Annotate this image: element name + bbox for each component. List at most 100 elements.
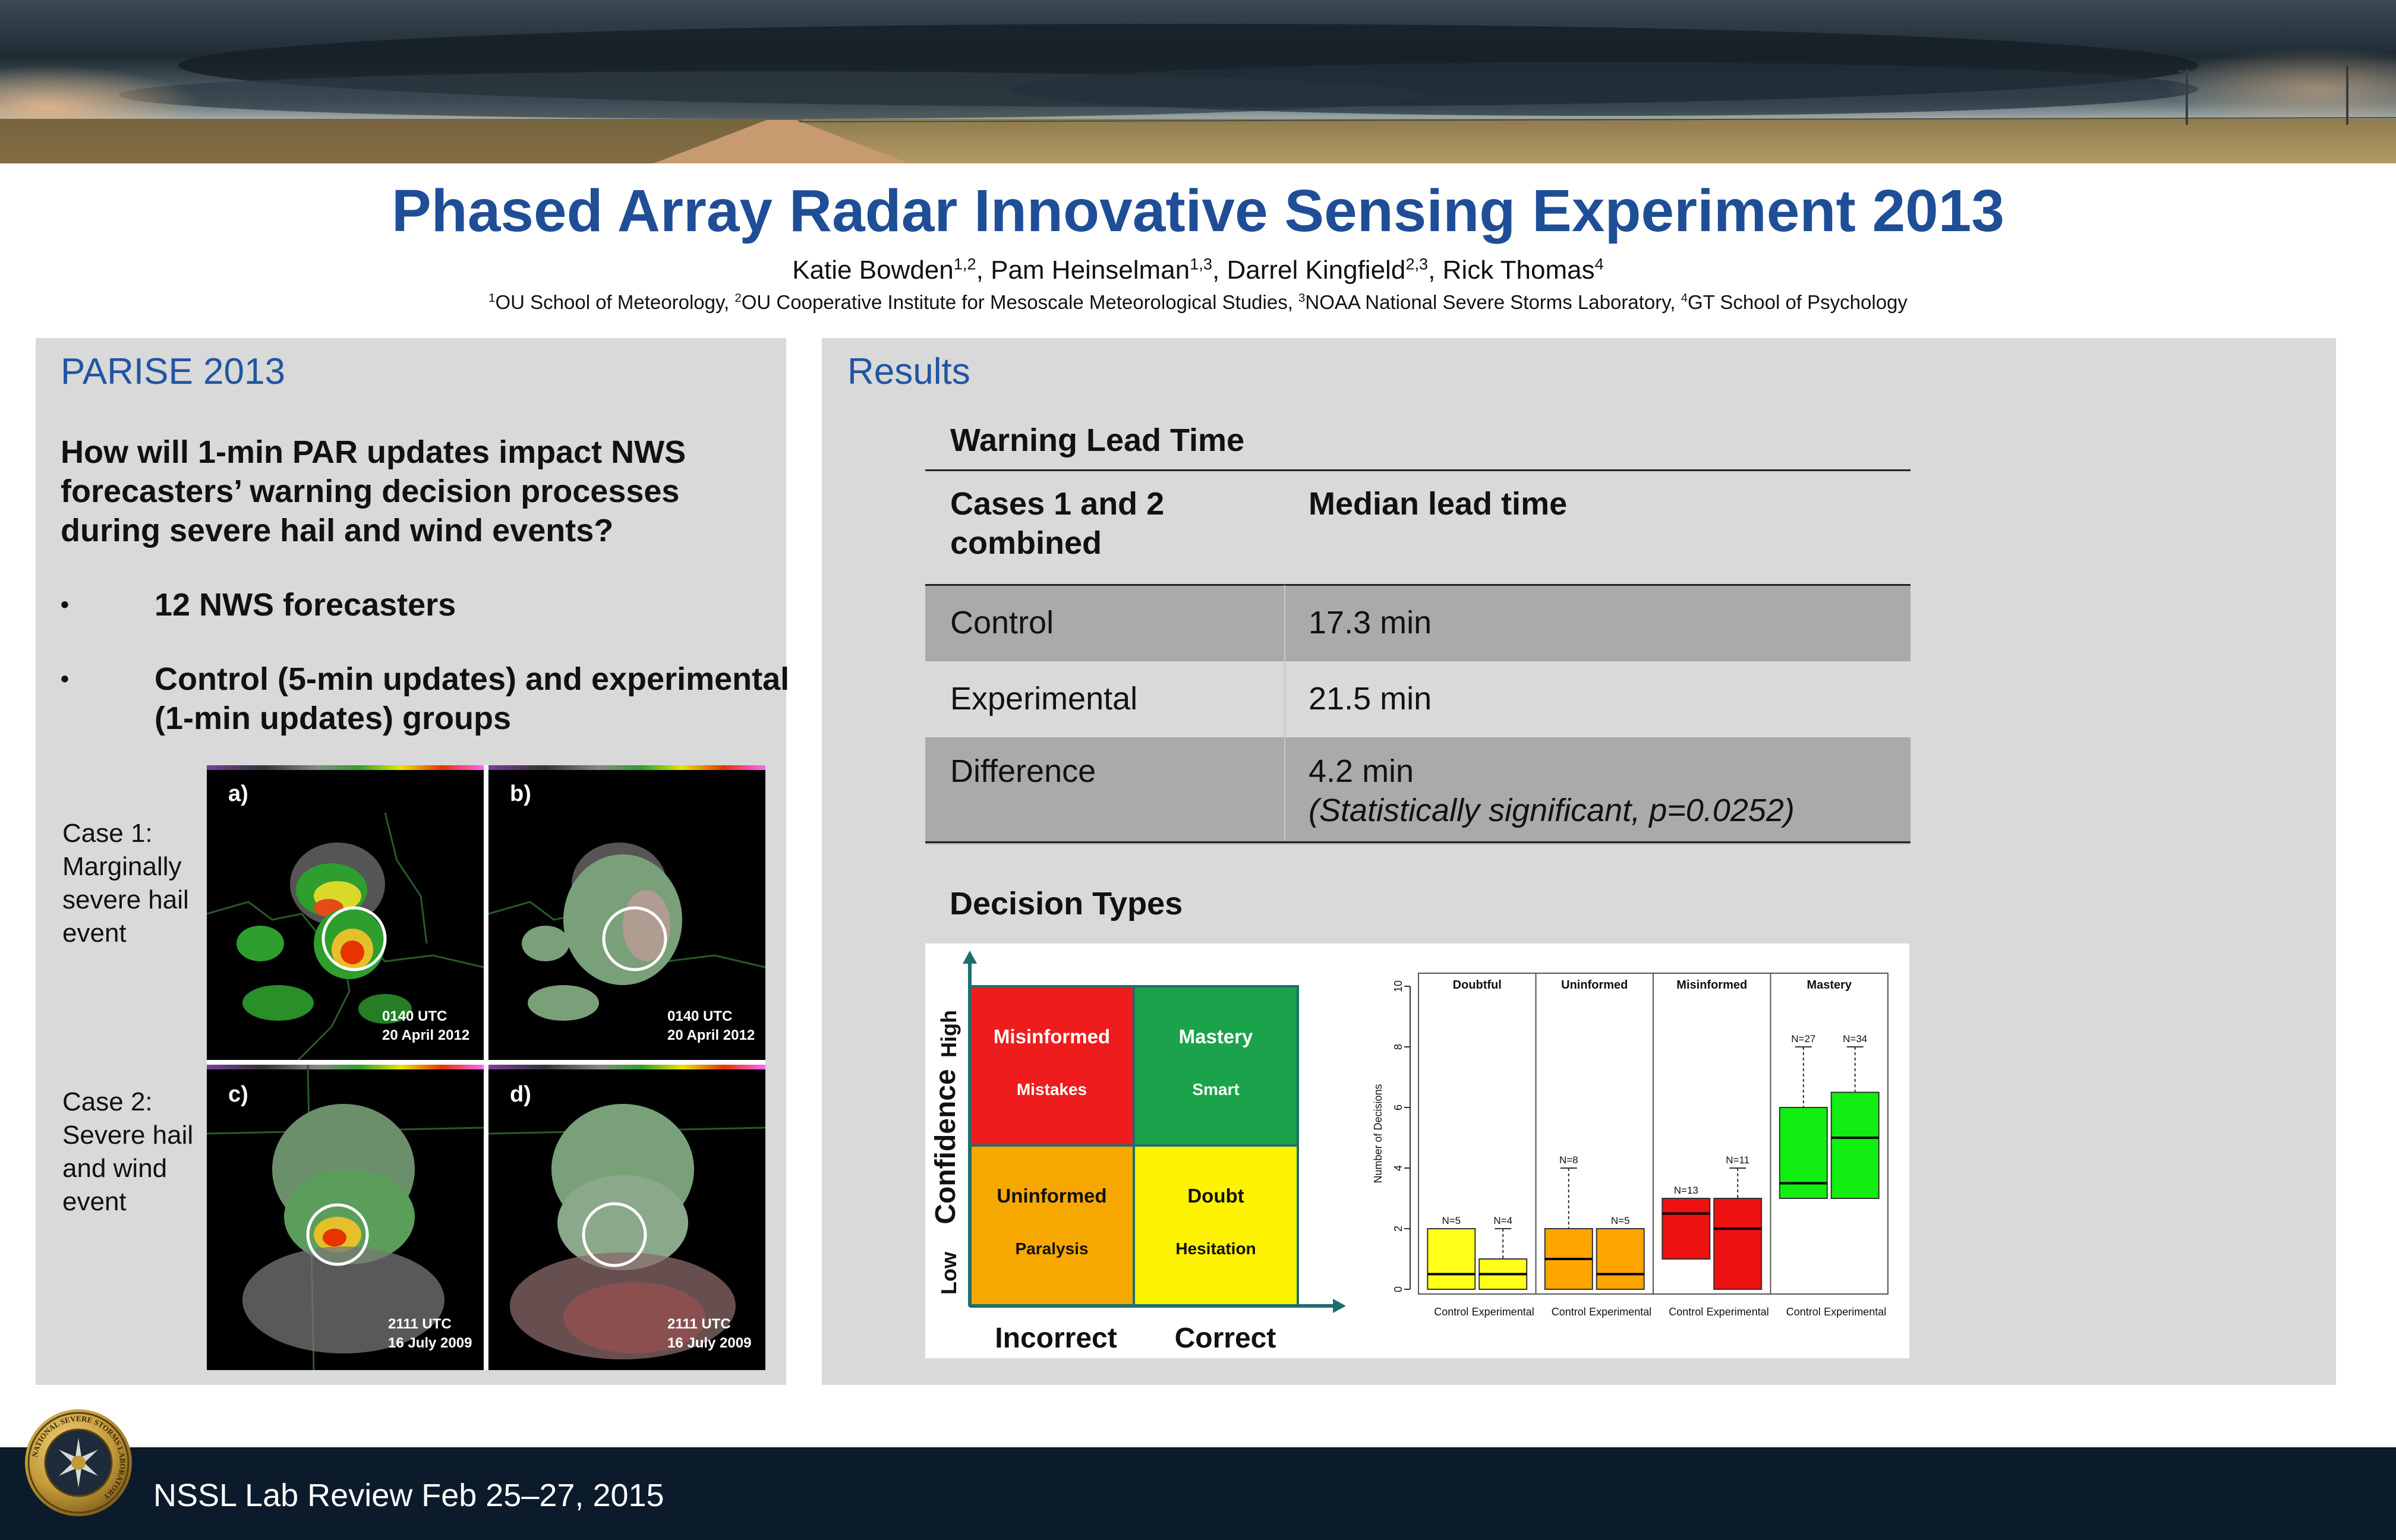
- quadrant-title: Mastery: [1179, 1025, 1253, 1047]
- nssl-seal-logo: NATIONAL SEVERE STORMS LABORATORY: [25, 1409, 132, 1516]
- quadrant-mastery: [1134, 986, 1298, 1145]
- radar-time-label: 0140 UTC: [382, 1008, 447, 1024]
- quadrant-title: Uninformed: [997, 1185, 1106, 1207]
- case-label-line: severe hail: [62, 885, 189, 914]
- box: [1830, 1091, 1880, 1199]
- author-separator: ,: [1212, 255, 1227, 285]
- box-n-label: N=13: [1674, 1185, 1698, 1196]
- parise-panel-title: PARISE 2013: [61, 351, 285, 392]
- table-row: Difference 4.2 min (Statistically signif…: [925, 737, 1911, 844]
- table-row: Control 17.3 min: [925, 585, 1911, 661]
- box-n-label: N=5: [1611, 1215, 1630, 1226]
- affiliation-marker: 2: [734, 291, 742, 305]
- radar-panel-letter: d): [510, 1082, 531, 1107]
- box: [1427, 1228, 1476, 1290]
- header-banner-photo: [0, 0, 2396, 163]
- bullet-text: 12 NWS forecasters: [155, 587, 456, 623]
- author-name: Pam Heinselman: [991, 255, 1190, 285]
- table-cell-label: Difference: [950, 753, 1096, 789]
- radar-date-label: 16 July 2009: [388, 1335, 472, 1351]
- radar-image-grid: a) b) c) d) 0140 UTC 20 April 2012 0140 …: [207, 765, 765, 1370]
- table-header-cell: Median lead time: [1309, 486, 1568, 522]
- table-cell-value-text: 4.2 min: [1309, 753, 1414, 789]
- case-label-line: event: [62, 919, 127, 948]
- radar-time-label: 2111 UTC: [667, 1316, 731, 1332]
- author-separator: ,: [976, 255, 991, 285]
- y-tick-label: 8: [1392, 1044, 1404, 1050]
- x-label-correct: Correct: [1175, 1323, 1276, 1354]
- author-name: Katie Bowden: [792, 255, 954, 285]
- author-separator: ,: [1428, 255, 1443, 285]
- bullet-dot: •: [61, 666, 70, 692]
- quadrant-title: Misinformed: [994, 1025, 1110, 1047]
- box-n-label: N=5: [1442, 1215, 1461, 1226]
- author-affiliation-marker: 1,3: [1190, 254, 1213, 273]
- table-cell-value: 4.2 min (Statistically significant, p=0.…: [1309, 752, 1795, 830]
- author-name: Darrel Kingfield: [1227, 255, 1406, 285]
- affiliation-list: 1OU School of Meteorology, 2OU Cooperati…: [0, 291, 2396, 314]
- table-cell-value: 17.3 min: [1309, 605, 1432, 640]
- poster-title: Phased Array Radar Innovative Sensing Ex…: [391, 178, 2005, 244]
- author-affiliation-marker: 1,2: [953, 254, 976, 273]
- case-label-line: Severe hail: [62, 1121, 194, 1150]
- decision-boxplot: 0 2 4 6 8 10 Number of Decisions Doubtful N=5 Con…: [1372, 973, 1889, 1318]
- quadrant-title: Doubt: [1187, 1185, 1244, 1207]
- radar-date-label: 16 July 2009: [667, 1335, 751, 1351]
- box-n-label: N=34: [1843, 1033, 1867, 1044]
- y-tick-label: 6: [1392, 1104, 1404, 1110]
- author-name: Rick Thomas: [1442, 255, 1595, 285]
- affiliation-text: OU Cooperative Institute for Mesoscale M…: [741, 291, 1299, 313]
- affiliation-text: NOAA National Severe Storms Laboratory,: [1305, 291, 1681, 313]
- bullet-dot: •: [61, 592, 70, 618]
- table-column-divider: [1284, 585, 1285, 841]
- table-header-row: Cases 1 and 2 combined Median lead time: [925, 484, 1911, 597]
- box: [1713, 1198, 1763, 1290]
- y-label-high: High: [937, 1010, 961, 1058]
- x-tick-label: Experimental: [1472, 1306, 1534, 1318]
- lead-time-table: Warning Lead Time Cases 1 and 2 combined…: [925, 413, 1911, 844]
- box-n-label: N=8: [1559, 1154, 1578, 1166]
- x-tick-label: Control: [1434, 1306, 1468, 1318]
- radar-time-label: 2111 UTC: [388, 1316, 452, 1332]
- x-tick-label: Control: [1669, 1306, 1703, 1318]
- quadrant-subtitle: Mistakes: [1017, 1080, 1087, 1099]
- affiliation-marker: 1: [488, 291, 496, 305]
- box: [1662, 1198, 1711, 1260]
- case-label-line: and wind: [62, 1154, 168, 1183]
- bullet-text: Control (5-min updates) and experimental…: [155, 661, 790, 736]
- radar-date-label: 20 April 2012: [382, 1027, 469, 1043]
- table-row: Experimental 21.5 min: [925, 661, 1911, 737]
- table-rule: [925, 584, 1911, 586]
- y-tick-label: 10: [1392, 980, 1404, 992]
- quadrant-misinformed: [970, 986, 1134, 1145]
- table-cell-label: Control: [950, 605, 1054, 640]
- y-axis-label: Number of Decisions: [1372, 1084, 1384, 1183]
- affiliation-marker: 3: [1298, 291, 1306, 305]
- y-axis-label: Confidence: [930, 1069, 961, 1224]
- box-n-label: N=27: [1791, 1033, 1815, 1044]
- significance-note: (Statistically significant, p=0.0252): [1309, 793, 1795, 828]
- case-2-label: Case 2: Severe hail and wind event: [62, 1085, 205, 1219]
- y-tick-label: 0: [1392, 1286, 1404, 1292]
- box-n-label: N=4: [1493, 1215, 1512, 1226]
- y-tick-label: 4: [1392, 1165, 1404, 1171]
- affiliation-text: GT School of Psychology: [1687, 291, 1908, 313]
- results-panel-title: Results: [847, 351, 970, 392]
- author-list: Katie Bowden1,2, Pam Heinselman1,3, Darr…: [0, 255, 2396, 285]
- footer-text: NSSL Lab Review Feb 25–27, 2015: [153, 1478, 664, 1513]
- x-label-incorrect: Incorrect: [995, 1323, 1117, 1354]
- quadrant-subtitle: Smart: [1192, 1080, 1239, 1099]
- table-header-cell: Cases 1 and 2 combined: [950, 486, 1165, 561]
- affiliation-text: OU School of Meteorology,: [495, 291, 735, 313]
- quadrant-uninformed: [970, 1145, 1134, 1306]
- y-label-low: Low: [937, 1251, 961, 1295]
- box: [1596, 1228, 1645, 1290]
- case-label-line: Case 2:: [62, 1087, 153, 1116]
- y-tick-label: 2: [1392, 1226, 1404, 1232]
- table-rule: [925, 469, 1911, 471]
- quadrant-doubt: [1134, 1145, 1298, 1306]
- table-cell-value: 21.5 min: [1309, 681, 1432, 717]
- x-tick-label: Experimental: [1824, 1306, 1886, 1318]
- x-tick-label: Control: [1786, 1306, 1821, 1318]
- decision-types-figure: Misinformed Mistakes Mastery Smart Uninf…: [925, 943, 1909, 1358]
